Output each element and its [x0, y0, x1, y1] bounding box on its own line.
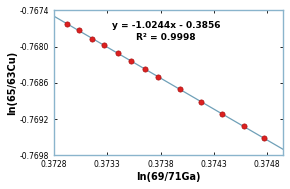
Point [177, 88, 182, 91]
Point [262, 137, 266, 140]
Point [65, 22, 69, 25]
Point [199, 100, 203, 103]
Point [220, 112, 225, 115]
Point [241, 125, 246, 128]
Point [102, 44, 106, 47]
Y-axis label: ln(65/63Cu): ln(65/63Cu) [7, 51, 17, 115]
Point [142, 67, 147, 70]
Point [90, 37, 95, 40]
X-axis label: ln(69/71Ga): ln(69/71Ga) [136, 172, 201, 182]
Point [156, 75, 161, 78]
Point [116, 52, 120, 55]
Point [76, 29, 81, 32]
Point [128, 59, 133, 62]
Text: y = -1.0244x - 0.3856
R² = 0.9998: y = -1.0244x - 0.3856 R² = 0.9998 [112, 21, 220, 42]
